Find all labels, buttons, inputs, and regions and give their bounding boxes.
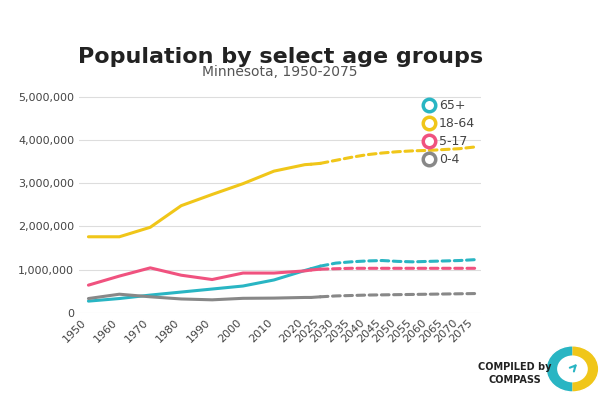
Title: Population by select age groups: Population by select age groups <box>77 47 483 67</box>
Circle shape <box>557 355 588 383</box>
Wedge shape <box>572 346 599 392</box>
Wedge shape <box>546 346 572 392</box>
Text: Minnesota, 1950-2075: Minnesota, 1950-2075 <box>202 65 358 79</box>
Text: COMPILED by
COMPASS: COMPILED by COMPASS <box>478 362 551 385</box>
Legend: 65+, 18-64, 5-17, 0-4: 65+, 18-64, 5-17, 0-4 <box>424 99 475 166</box>
